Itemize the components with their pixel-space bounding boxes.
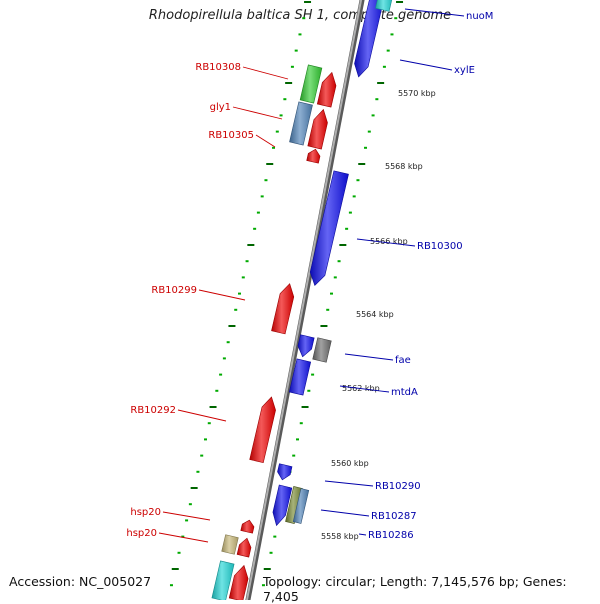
leader-rb10286 <box>358 533 367 536</box>
gene-gly1-bar[interactable] <box>289 101 313 146</box>
leader-nuom <box>404 8 465 17</box>
gene-hsp20-bar[interactable] <box>240 519 255 534</box>
label-hsp20-5[interactable]: hsp20 <box>130 507 161 518</box>
label-rb10308-0[interactable]: RB10308 <box>195 62 241 73</box>
leader-rb10299-3 <box>198 289 246 301</box>
label-nuom[interactable]: nuoM <box>466 11 493 22</box>
label-rb10286[interactable]: RB10286 <box>368 530 414 541</box>
gene-cyan-top-bar[interactable] <box>375 0 393 12</box>
gene-mtda-bar[interactable] <box>288 358 312 396</box>
label-rb10299-3[interactable]: RB10299 <box>151 285 197 296</box>
gene-rb10290-bar[interactable] <box>277 463 293 481</box>
label-rb10287[interactable]: RB10287 <box>371 511 417 522</box>
leader-rb10287 <box>320 509 370 517</box>
gene-hsp20-second-bar[interactable] <box>236 537 252 558</box>
leader-rb10292-4 <box>177 409 227 422</box>
label-xyle[interactable]: xylE <box>454 65 475 76</box>
label-gly1-1[interactable]: gly1 <box>210 102 231 113</box>
gene-red-bar[interactable] <box>316 71 337 108</box>
gene-cyan-bottom-bar[interactable] <box>211 560 235 600</box>
label-rb10292-4[interactable]: RB10292 <box>130 405 176 416</box>
scale-label-5560-kbp: 5560 kbp <box>331 459 369 468</box>
leader-fae <box>344 353 394 361</box>
leader-rb10305-2 <box>255 134 276 148</box>
scale-label-5568-kbp: 5568 kbp <box>385 162 423 171</box>
gene-rb10305-bar[interactable] <box>307 108 328 150</box>
leader-xyle <box>399 59 453 71</box>
gene-blue-lower-bar[interactable] <box>272 484 293 527</box>
scale-label-5558-kbp: 5558 kbp <box>321 532 359 541</box>
scale-label-5564-kbp: 5564 kbp <box>356 310 394 319</box>
leader-gly1-1 <box>232 106 283 120</box>
gene-rb10292-bar[interactable] <box>249 396 276 464</box>
leader-hsp20-5 <box>162 511 211 521</box>
genome-backbone-highlight <box>245 0 363 600</box>
leader-mtda <box>339 385 390 393</box>
label-hsp20-6[interactable]: hsp20 <box>126 528 157 539</box>
label-rb10305-2[interactable]: RB10305 <box>208 130 254 141</box>
leader-hsp20-6 <box>158 532 209 543</box>
scale-label-5570-kbp: 5570 kbp <box>398 89 436 98</box>
gene-rb10308-bar[interactable] <box>299 64 323 104</box>
gene-red-small-bar[interactable] <box>306 148 321 164</box>
accession-label: Accession: NC_005027 <box>9 574 152 589</box>
scale-label-5566-kbp: 5566 kbp <box>370 237 408 246</box>
leader-rb10290 <box>324 480 374 487</box>
label-rb10300[interactable]: RB10300 <box>417 241 463 252</box>
label-mtda[interactable]: mtdA <box>391 387 418 398</box>
gene-fae-bar[interactable] <box>312 337 332 363</box>
gene-blue-fae-bar[interactable] <box>297 334 315 358</box>
gene-blue-top-bar[interactable] <box>354 0 385 78</box>
leader-rb10300 <box>356 238 416 247</box>
label-fae[interactable]: fae <box>395 355 411 366</box>
gene-tan-bar[interactable] <box>221 534 239 555</box>
gene-rb10286-bar[interactable] <box>292 488 310 524</box>
gene-rb10299-bar[interactable] <box>271 283 295 335</box>
label-rb10290[interactable]: RB10290 <box>375 481 421 492</box>
leader-rb10308-0 <box>242 66 289 80</box>
gene-rb10300-bar[interactable] <box>309 170 349 287</box>
